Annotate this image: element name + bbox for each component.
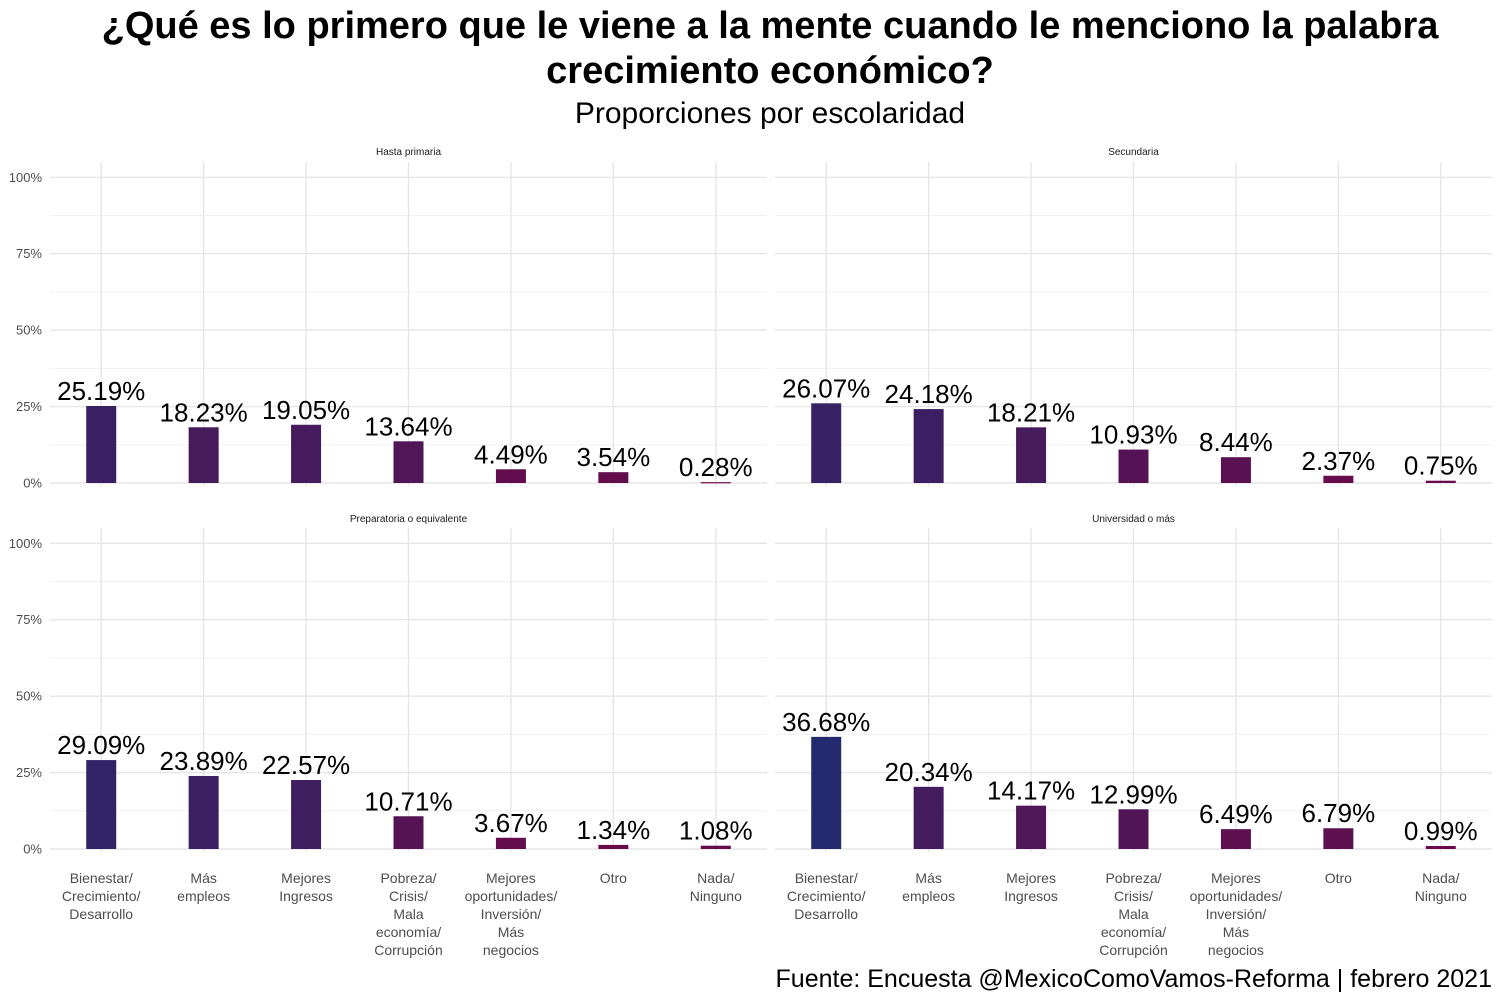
chart-title-line-1: ¿Qué es lo primero que le viene a la men… bbox=[102, 5, 1440, 47]
x-tick-label: Mejores Ingresos bbox=[279, 870, 333, 904]
data-label: 14.17% bbox=[987, 776, 1075, 806]
y-tick-label: 50% bbox=[16, 689, 42, 704]
bar bbox=[495, 837, 526, 849]
facet-label: Hasta primaria bbox=[376, 147, 441, 158]
bar bbox=[1323, 828, 1354, 849]
facet-label: Secundaria bbox=[1108, 147, 1159, 158]
x-tick-label: Otro bbox=[600, 870, 627, 886]
bar bbox=[1016, 427, 1047, 483]
x-tick-label: Más empleos bbox=[902, 870, 955, 904]
bar bbox=[291, 780, 322, 849]
data-label: 8.44% bbox=[1199, 427, 1273, 457]
facet-panel: Universidad o más 36.68% 20.34% 14.17% 12.99… bbox=[775, 514, 1492, 958]
bar bbox=[86, 405, 117, 483]
data-label: 1.08% bbox=[679, 816, 753, 846]
data-label: 3.54% bbox=[576, 442, 650, 472]
x-tick-label: Mejores oportunidades/Inversión/Más negoci… bbox=[1190, 870, 1283, 958]
data-label: 1.34% bbox=[576, 815, 650, 845]
x-tick-label: Otro bbox=[1325, 870, 1352, 886]
facet-panels: Hasta primaria 0% 25% 50% 75% 100% 25.19% 18.23… bbox=[9, 147, 1492, 958]
x-tick-label: Mejores oportunidades/Inversión/Más negoci… bbox=[465, 870, 558, 958]
data-label: 10.71% bbox=[364, 786, 452, 816]
y-tick-label: 100% bbox=[9, 170, 43, 185]
data-label: 23.89% bbox=[160, 746, 248, 776]
data-label: 12.99% bbox=[1089, 779, 1177, 809]
bar bbox=[1118, 809, 1149, 849]
bar bbox=[598, 844, 629, 849]
data-label: 24.18% bbox=[885, 379, 973, 409]
y-tick-label: 75% bbox=[16, 612, 42, 627]
data-label: 2.37% bbox=[1301, 446, 1375, 476]
chart-subtitle: Proporciones por escolaridad bbox=[575, 97, 965, 130]
bar bbox=[86, 760, 117, 849]
data-label: 0.99% bbox=[1404, 816, 1478, 846]
chart-title-line-2: crecimiento económico? bbox=[546, 50, 994, 92]
bar bbox=[1425, 845, 1456, 849]
data-label: 3.67% bbox=[474, 808, 548, 838]
data-label: 26.07% bbox=[782, 373, 870, 403]
facet-label: Universidad o más bbox=[1092, 514, 1175, 525]
y-tick-label: 50% bbox=[16, 323, 42, 338]
bar bbox=[291, 424, 322, 483]
data-label: 18.23% bbox=[160, 397, 248, 427]
bar bbox=[495, 469, 526, 483]
data-label: 13.64% bbox=[364, 411, 452, 441]
y-tick-label: 100% bbox=[9, 536, 43, 551]
bar bbox=[598, 472, 629, 483]
data-label: 6.79% bbox=[1301, 798, 1375, 828]
chart-caption: Fuente: Encuesta @MexicoComoVamos-Reform… bbox=[776, 965, 1492, 993]
data-label: 22.57% bbox=[262, 750, 350, 780]
x-tick-label: Mejores Ingresos bbox=[1004, 870, 1058, 904]
data-label: 6.49% bbox=[1199, 799, 1273, 829]
data-label: 29.09% bbox=[57, 730, 145, 760]
data-label: 19.05% bbox=[262, 395, 350, 425]
bar bbox=[393, 816, 424, 849]
data-label: 25.19% bbox=[57, 376, 145, 406]
bar bbox=[913, 409, 944, 483]
bar bbox=[188, 427, 219, 483]
facet-panel: Hasta primaria 0% 25% 50% 75% 100% 25.19% 18.23… bbox=[9, 147, 767, 491]
y-tick-label: 25% bbox=[16, 399, 42, 414]
bar bbox=[1118, 449, 1149, 483]
x-tick-label: Nada/Ninguno bbox=[1415, 870, 1467, 904]
bar bbox=[913, 786, 944, 849]
bar bbox=[1323, 475, 1354, 483]
bar bbox=[811, 403, 842, 483]
data-label: 4.49% bbox=[474, 439, 548, 469]
bar bbox=[1220, 457, 1251, 483]
bar bbox=[1016, 805, 1047, 849]
x-tick-label: Pobreza/Crisis/Mala economía/Corrupción bbox=[374, 870, 442, 958]
data-label: 0.28% bbox=[679, 452, 753, 482]
y-tick-label: 75% bbox=[16, 246, 42, 261]
facet-panel: Secundaria 26.07% 24.18% 18.21% 10.93% 8.44% 2… bbox=[775, 147, 1492, 486]
bar bbox=[393, 441, 424, 483]
bar bbox=[700, 482, 731, 484]
data-label: 10.93% bbox=[1089, 420, 1177, 450]
bar bbox=[1220, 829, 1251, 849]
bar bbox=[188, 775, 219, 849]
y-tick-label: 0% bbox=[23, 842, 42, 857]
facet-panel: Preparatoria o equivalente 0% 25% 50% 75% 100… bbox=[9, 514, 767, 958]
x-tick-label: Más empleos bbox=[177, 870, 230, 904]
bar bbox=[811, 736, 842, 849]
bar bbox=[1425, 480, 1456, 483]
x-tick-label: Bienestar/Crecimiento/Desarrollo bbox=[787, 870, 866, 922]
facet-label: Preparatoria o equivalente bbox=[350, 514, 468, 525]
x-tick-label: Bienestar/Crecimiento/Desarrollo bbox=[62, 870, 141, 922]
bar bbox=[700, 845, 731, 849]
data-label: 18.21% bbox=[987, 397, 1075, 427]
x-tick-label: Nada/Ninguno bbox=[690, 870, 742, 904]
data-label: 36.68% bbox=[782, 707, 870, 737]
data-label: 20.34% bbox=[885, 757, 973, 787]
data-label: 0.75% bbox=[1404, 451, 1478, 481]
x-tick-label: Pobreza/Crisis/Mala economía/Corrupción bbox=[1099, 870, 1167, 958]
y-tick-label: 0% bbox=[23, 476, 42, 491]
y-tick-label: 25% bbox=[16, 765, 42, 780]
